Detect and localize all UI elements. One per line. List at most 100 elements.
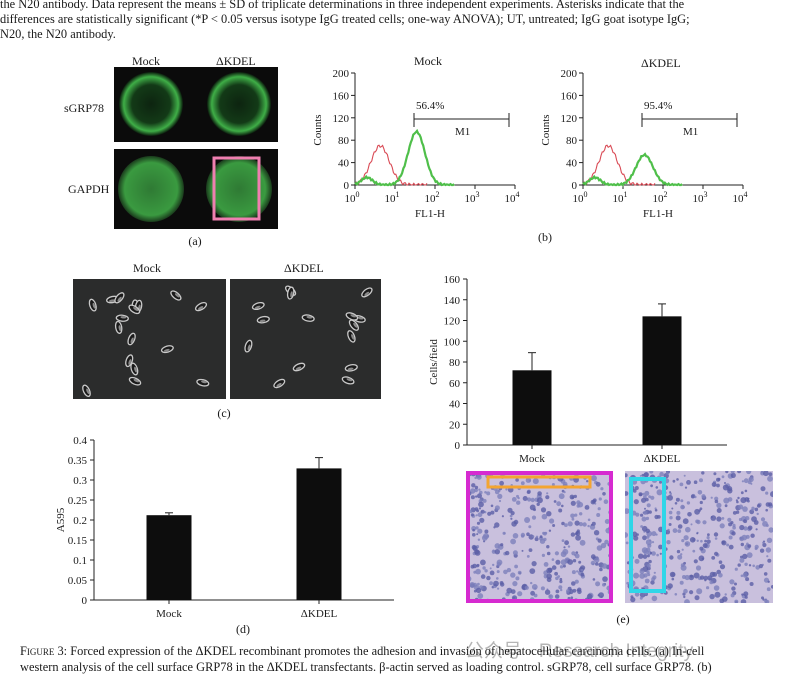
stained-cell bbox=[739, 557, 745, 563]
stained-cell bbox=[510, 572, 516, 578]
y-tick-label: 160 bbox=[333, 90, 350, 102]
stained-cell bbox=[734, 567, 738, 571]
stained-cell bbox=[666, 540, 671, 545]
cell-highlight bbox=[108, 299, 115, 303]
gate-percent: 56.4% bbox=[416, 100, 444, 112]
cell-highlight bbox=[163, 348, 170, 352]
stained-cell bbox=[717, 477, 721, 481]
stained-cell bbox=[751, 516, 757, 522]
stained-cell bbox=[598, 592, 604, 598]
stained-cell bbox=[558, 508, 563, 513]
stained-cell bbox=[505, 488, 508, 491]
stained-cell bbox=[679, 482, 684, 487]
stained-cell bbox=[646, 566, 651, 571]
stained-cell bbox=[642, 554, 648, 559]
stained-cell bbox=[687, 480, 690, 483]
stained-cell bbox=[647, 573, 651, 577]
stained-cell bbox=[640, 525, 643, 528]
stained-cell bbox=[530, 497, 535, 503]
stained-cell bbox=[539, 538, 546, 544]
panel-c-mock-image bbox=[73, 279, 226, 399]
stained-cell bbox=[755, 528, 758, 531]
stained-cell bbox=[770, 491, 773, 498]
stained-cell bbox=[713, 532, 719, 537]
stained-cell bbox=[659, 552, 662, 555]
histogram-kdel: 0 40 80 120 160 200 100 101 102 103 104 FL1-H Counts… bbox=[540, 68, 748, 220]
stained-cell bbox=[716, 508, 722, 513]
stained-cell bbox=[633, 572, 640, 579]
stained-cell bbox=[546, 492, 549, 495]
stained-cell bbox=[676, 549, 681, 554]
highlight-bar bbox=[486, 475, 592, 489]
stained-cell bbox=[642, 492, 645, 496]
y-tick-label: 200 bbox=[333, 68, 350, 80]
stained-cell bbox=[743, 478, 749, 484]
stained-cell bbox=[634, 592, 640, 597]
stained-cell bbox=[696, 532, 699, 535]
y-tick-label: 0.3 bbox=[73, 475, 87, 487]
stained-cell bbox=[580, 572, 585, 577]
stained-cell bbox=[740, 599, 747, 603]
x-tick-label: 100 bbox=[573, 190, 588, 205]
stained-cell bbox=[522, 496, 528, 501]
gapdh-highlight-box bbox=[212, 156, 261, 221]
stained-cell bbox=[477, 538, 481, 541]
y-tick-label: 160 bbox=[561, 90, 578, 102]
cell-highlight bbox=[128, 359, 132, 365]
stained-cell bbox=[479, 490, 483, 495]
stained-cell bbox=[647, 543, 652, 548]
stained-cell bbox=[741, 593, 744, 596]
cell-highlight bbox=[350, 314, 357, 318]
stained-cell bbox=[529, 568, 536, 574]
stained-cell bbox=[730, 471, 735, 474]
stained-cell bbox=[582, 522, 587, 527]
stained-cell bbox=[760, 471, 764, 474]
figure-caption-line2: western analysis of the cell surface GRP… bbox=[20, 660, 712, 674]
stained-cell bbox=[724, 482, 726, 484]
stained-cell bbox=[474, 485, 479, 490]
stained-cell bbox=[646, 570, 650, 575]
stained-cell bbox=[634, 558, 640, 564]
stained-cell bbox=[574, 513, 578, 517]
stained-cell bbox=[681, 539, 685, 543]
stained-cell bbox=[756, 504, 761, 508]
x-tick-label: 102 bbox=[653, 190, 668, 205]
stained-cell bbox=[686, 501, 691, 505]
stained-cell bbox=[684, 599, 690, 603]
stained-cell bbox=[512, 533, 519, 539]
stained-cell bbox=[695, 519, 699, 524]
stained-cell bbox=[472, 528, 475, 532]
stained-cell bbox=[561, 521, 565, 526]
stained-cell bbox=[551, 558, 555, 561]
stained-cell bbox=[716, 516, 722, 522]
stained-cell bbox=[743, 526, 748, 531]
stained-cell bbox=[674, 593, 678, 596]
stained-cell bbox=[506, 567, 512, 573]
stained-cell bbox=[674, 502, 678, 505]
stained-cell bbox=[643, 573, 648, 578]
cell bbox=[130, 362, 139, 376]
x-tick-label: 103 bbox=[465, 190, 480, 205]
cell bbox=[160, 345, 174, 354]
stained-cell bbox=[471, 483, 476, 488]
stained-cell bbox=[602, 492, 606, 496]
mock-invasion-stain bbox=[466, 471, 613, 603]
stained-cell bbox=[590, 523, 593, 526]
stained-cell bbox=[763, 572, 768, 576]
stained-cell bbox=[711, 556, 716, 560]
stained-cell bbox=[590, 554, 596, 560]
stained-cell bbox=[659, 471, 664, 477]
highlight-box bbox=[466, 471, 613, 603]
cell-highlight bbox=[357, 316, 364, 320]
cell-highlight bbox=[364, 291, 370, 296]
stained-cell bbox=[766, 537, 773, 543]
stained-cell bbox=[520, 532, 526, 538]
cell bbox=[170, 290, 182, 301]
stained-cell bbox=[571, 496, 574, 499]
cell bbox=[244, 339, 253, 353]
stained-cell bbox=[574, 532, 578, 536]
stained-cell bbox=[589, 524, 596, 530]
stained-cell bbox=[559, 577, 563, 581]
control-curve bbox=[354, 144, 428, 186]
stained-cell bbox=[639, 474, 642, 477]
